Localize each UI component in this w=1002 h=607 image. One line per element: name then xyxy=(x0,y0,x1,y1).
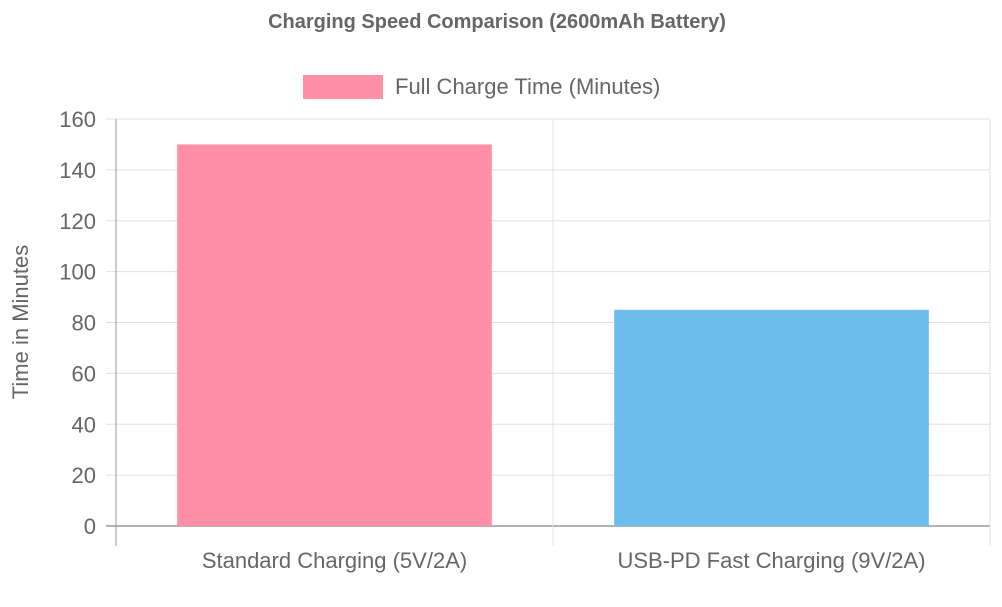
x-tick-label: Standard Charging (5V/2A) xyxy=(202,548,467,573)
bar[interactable] xyxy=(614,309,929,526)
legend-swatch xyxy=(303,75,383,99)
x-tick-label: USB-PD Fast Charging (9V/2A) xyxy=(617,548,925,573)
y-axis-ticks: 0 20 40 60 80 100 120 140 160 xyxy=(59,107,96,539)
y-tick-label: 20 xyxy=(72,463,96,488)
y-tick-label: 140 xyxy=(59,158,96,183)
bars xyxy=(177,144,929,526)
x-axis-labels: Standard Charging (5V/2A) USB-PD Fast Cha… xyxy=(202,548,926,573)
y-axis-title: Time in Minutes xyxy=(8,245,33,399)
legend[interactable]: Full Charge Time (Minutes) xyxy=(303,74,660,99)
y-tick-label: 80 xyxy=(72,311,96,336)
bar[interactable] xyxy=(177,144,492,526)
y-tick-label: 60 xyxy=(72,361,96,386)
legend-label: Full Charge Time (Minutes) xyxy=(395,74,660,99)
chart-title: Charging Speed Comparison (2600mAh Batte… xyxy=(268,11,726,33)
y-tick-label: 0 xyxy=(84,514,96,539)
y-tick-label: 160 xyxy=(59,107,96,132)
y-tick-label: 120 xyxy=(59,209,96,234)
y-tick-label: 40 xyxy=(72,412,96,437)
y-tick-label: 100 xyxy=(59,260,96,285)
